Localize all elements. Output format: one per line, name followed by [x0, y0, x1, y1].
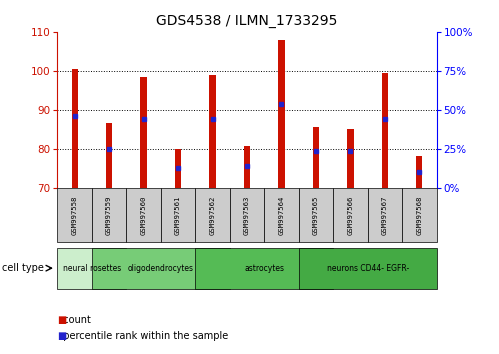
Bar [210, 75, 216, 188]
Title: GDS4538 / ILMN_1733295: GDS4538 / ILMN_1733295 [156, 14, 338, 28]
Text: GSM997565: GSM997565 [313, 195, 319, 235]
Text: GSM997560: GSM997560 [141, 195, 147, 235]
Text: ■: ■ [57, 331, 67, 341]
Bar [299, 188, 333, 242]
Text: GSM997561: GSM997561 [175, 195, 181, 235]
Bar [71, 69, 78, 188]
Bar [244, 145, 250, 188]
Bar [278, 40, 284, 188]
Bar [92, 248, 230, 289]
Text: GSM997567: GSM997567 [382, 195, 388, 235]
Bar [57, 248, 126, 289]
Text: astrocytes: astrocytes [244, 264, 284, 273]
Text: oligodendrocytes: oligodendrocytes [128, 264, 194, 273]
Bar [264, 188, 299, 242]
Text: neural rosettes: neural rosettes [63, 264, 121, 273]
Bar [230, 188, 264, 242]
Bar [347, 129, 353, 188]
Text: ■: ■ [57, 315, 67, 325]
Bar [141, 77, 147, 188]
Text: GSM997564: GSM997564 [278, 195, 284, 235]
Text: GSM997562: GSM997562 [210, 195, 216, 235]
Bar [299, 248, 437, 289]
Text: neurons CD44- EGFR-: neurons CD44- EGFR- [326, 264, 409, 273]
Bar [313, 127, 319, 188]
Text: GSM997566: GSM997566 [347, 195, 353, 235]
Bar [57, 188, 92, 242]
Bar [368, 188, 402, 242]
Text: GSM997558: GSM997558 [72, 195, 78, 235]
Bar [333, 188, 368, 242]
Bar [382, 73, 388, 188]
Bar [92, 188, 126, 242]
Text: count: count [57, 315, 91, 325]
Text: GSM997559: GSM997559 [106, 195, 112, 235]
Text: GSM997563: GSM997563 [244, 195, 250, 235]
Bar [126, 188, 161, 242]
Bar [402, 188, 437, 242]
Bar [175, 149, 181, 188]
Text: GSM997568: GSM997568 [416, 195, 422, 235]
Bar [416, 156, 423, 188]
Bar [106, 124, 112, 188]
Text: cell type: cell type [2, 263, 44, 273]
Bar [161, 188, 195, 242]
Text: percentile rank within the sample: percentile rank within the sample [57, 331, 229, 341]
Bar [195, 188, 230, 242]
Bar [195, 248, 333, 289]
